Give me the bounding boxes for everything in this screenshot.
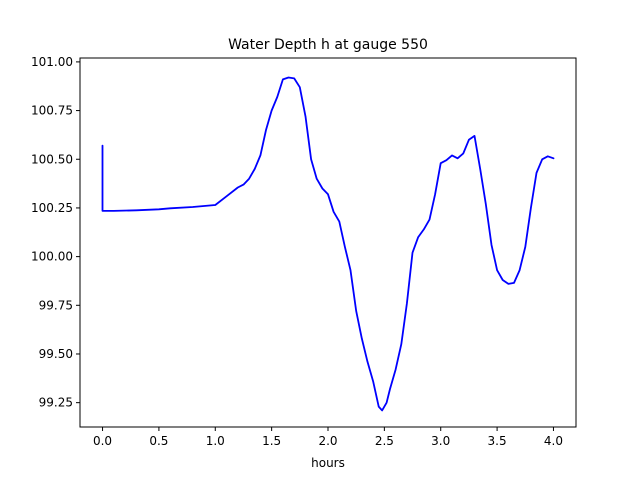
y-tick-label: 99.50: [39, 347, 73, 361]
chart-title: Water Depth h at gauge 550: [228, 37, 428, 53]
x-tick-label: 1.5: [262, 434, 281, 448]
y-tick-label: 99.75: [39, 298, 73, 312]
plot-area: [101, 76, 555, 412]
y-tick-label: 99.25: [39, 396, 73, 410]
x-tick-label: 4.0: [544, 434, 563, 448]
y-tick-label: 100.75: [31, 104, 73, 118]
x-tick-label: 1.0: [206, 434, 225, 448]
x-tick-label: 3.5: [488, 434, 507, 448]
y-axis: 99.25 99.50 99.75 100.00 100.25 100.50 100.75 1…: [31, 55, 80, 410]
x-tick-label: 0.5: [149, 434, 168, 448]
x-tick-label: 2.5: [375, 434, 394, 448]
x-tick-label: 2.0: [318, 434, 337, 448]
x-tick-label: 3.0: [431, 434, 450, 448]
y-tick-label: 100.25: [31, 201, 73, 215]
series-line: [101, 76, 555, 412]
x-axis: 0.0 0.5 1.0 1.5 2.0 2.5 3.0 3.5 4.0: [93, 427, 563, 448]
x-axis-label: hours: [311, 456, 345, 470]
y-tick-label: 100.50: [31, 152, 73, 166]
y-tick-label: 101.00: [31, 55, 73, 69]
y-tick-label: 100.00: [31, 250, 73, 264]
x-tick-label: 0.0: [93, 434, 112, 448]
